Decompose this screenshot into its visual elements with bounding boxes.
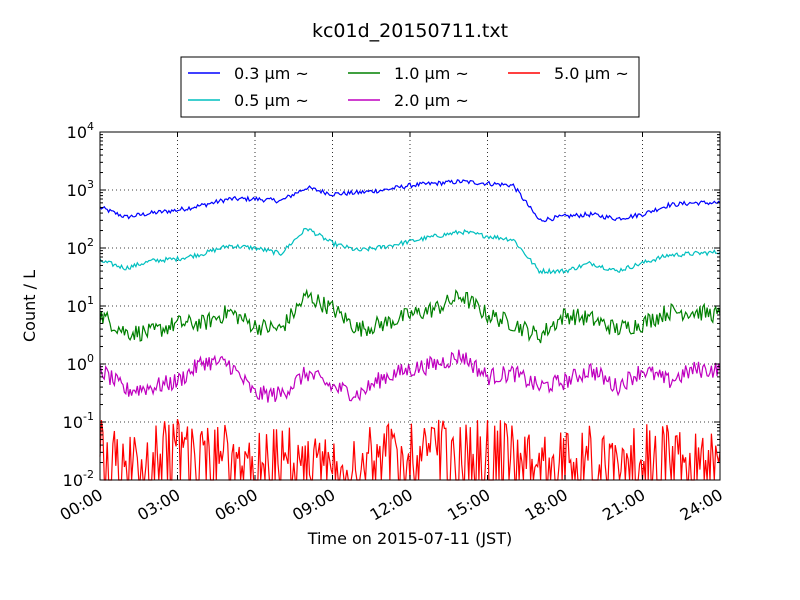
series-line — [99, 349, 721, 403]
y-tick-label: 104 — [67, 120, 94, 142]
chart-title: kc01d_20150711.txt — [312, 20, 508, 42]
legend-frame — [180, 56, 640, 118]
plot-area-frame — [99, 131, 721, 481]
y-tick-labels: 10-2 10-1 100 101 102 103 104 — [63, 120, 94, 490]
y-tick-label: 102 — [67, 236, 94, 258]
legend-label: 0.3 μm ~ — [234, 64, 309, 83]
y-tick-label: 103 — [67, 178, 94, 200]
legend: 0.3 μm ~ 0.5 μm ~ 1.0 μm ~ 2.0 μm ~ 5.0 μm ~ — [180, 56, 640, 118]
series-line — [99, 227, 721, 275]
legend-label: 0.5 μm ~ — [234, 91, 309, 110]
legend-label: 1.0 μm ~ — [394, 64, 469, 83]
series-line — [99, 179, 721, 223]
y-tick-label: 101 — [67, 294, 94, 316]
x-axis-label: Time on 2015-07-11 (JST) — [307, 529, 512, 548]
legend-label: 5.0 μm ~ — [554, 64, 629, 83]
y-tick-label: 10-1 — [63, 410, 94, 432]
y-tick-label: 100 — [67, 352, 94, 374]
y-axis-label: Count / L — [20, 270, 39, 342]
grid-lines — [100, 132, 720, 480]
y-tick-label: 10-2 — [63, 468, 94, 490]
legend-label: 2.0 μm ~ — [394, 91, 469, 110]
series-line — [99, 288, 721, 344]
